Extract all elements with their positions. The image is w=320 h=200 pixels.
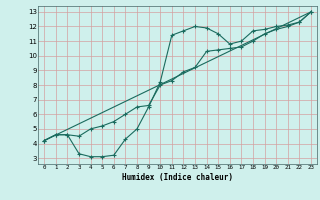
X-axis label: Humidex (Indice chaleur): Humidex (Indice chaleur) [122,173,233,182]
